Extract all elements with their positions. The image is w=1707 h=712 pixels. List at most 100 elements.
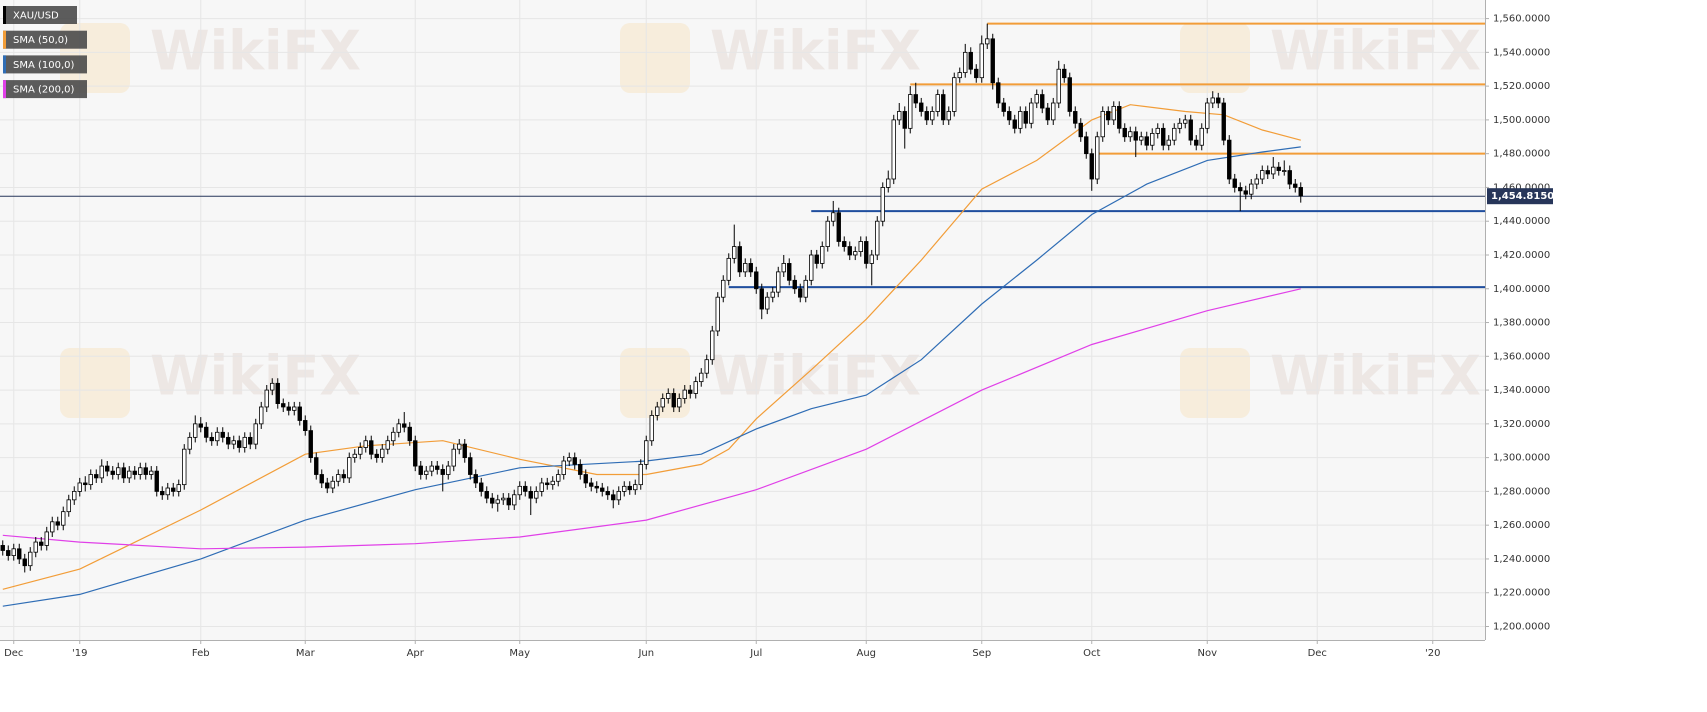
y-tick-label: 1,300.0000	[1493, 453, 1550, 464]
y-tick-label: 1,220.0000	[1493, 588, 1550, 599]
legend-box	[3, 6, 77, 24]
candle-body	[1282, 170, 1287, 172]
candle-body	[1051, 102, 1056, 121]
candle-body	[61, 511, 66, 526]
candle-body	[644, 440, 649, 465]
candle-body	[358, 447, 363, 455]
candle-body	[858, 241, 863, 253]
candle-body	[72, 490, 77, 501]
candle-body	[715, 296, 720, 332]
candle-body	[1155, 127, 1160, 134]
candle-body	[968, 51, 973, 70]
candle-body	[638, 463, 643, 486]
candle-body	[1243, 190, 1248, 195]
candle-body	[204, 426, 209, 438]
candle-body	[94, 474, 99, 479]
candle-body	[1084, 136, 1089, 155]
candle-body	[374, 453, 379, 459]
candle-body	[336, 474, 341, 482]
candle-body	[754, 271, 759, 290]
candle-body	[138, 467, 143, 475]
watermark-logo	[60, 348, 130, 418]
candle-body	[303, 420, 308, 432]
candle-body	[363, 440, 368, 448]
candle-body	[369, 440, 374, 455]
candle-body	[677, 398, 682, 408]
candle-body	[1183, 119, 1188, 124]
candle-body	[1062, 68, 1067, 79]
candle-body	[33, 541, 38, 553]
candle-body	[226, 436, 231, 445]
y-tick-label: 1,400.0000	[1493, 284, 1550, 295]
candle-body	[391, 431, 396, 442]
candle-body	[39, 541, 44, 546]
legend-swatch	[3, 30, 6, 49]
candle-body	[6, 550, 11, 556]
candle-body	[1238, 187, 1243, 192]
candle-body	[891, 119, 896, 180]
candle-body	[1177, 122, 1182, 129]
x-tick-label: Aug	[856, 648, 876, 659]
candle-body	[649, 415, 654, 442]
candle-body	[88, 474, 93, 486]
candle-body	[578, 463, 583, 475]
candle-body	[567, 457, 572, 462]
legend-box	[3, 55, 87, 74]
candle-body	[1034, 94, 1039, 104]
candle-body	[913, 94, 918, 104]
candle-body	[11, 548, 16, 556]
candle-body	[187, 436, 192, 450]
candle-body	[1271, 166, 1276, 175]
candle-body	[930, 111, 935, 121]
candle-body	[1144, 136, 1149, 146]
candle-body	[512, 494, 517, 506]
y-tick-label: 1,340.0000	[1493, 385, 1550, 396]
candle-body	[875, 220, 880, 256]
candle-body	[325, 482, 330, 489]
candle-body	[193, 423, 198, 438]
watermark: WikiFX	[150, 20, 361, 83]
last-price-label: 1,454.81500	[1491, 191, 1561, 202]
candle-body	[1100, 111, 1105, 138]
candle-body	[1216, 97, 1221, 104]
candle-body	[165, 487, 170, 496]
y-tick-label: 1,260.0000	[1493, 520, 1550, 531]
candle-body	[1260, 170, 1265, 180]
candle-body	[231, 440, 236, 445]
candle-body	[842, 241, 847, 247]
y-tick-label: 1,480.0000	[1493, 149, 1550, 160]
candle-body	[880, 187, 885, 222]
candle-body	[402, 423, 407, 428]
x-tick-label: '20	[1425, 648, 1440, 659]
candle-body	[787, 263, 792, 281]
candle-body	[154, 470, 159, 492]
y-tick-label: 1,520.0000	[1493, 81, 1550, 92]
candle-body	[743, 263, 748, 273]
candle-body	[814, 254, 819, 264]
candle-body	[413, 440, 418, 467]
candle-body	[759, 288, 764, 310]
candle-body	[198, 423, 203, 428]
candle-body	[770, 291, 775, 298]
candle-body	[380, 448, 385, 459]
candle-body	[440, 469, 445, 475]
y-tick-label: 1,420.0000	[1493, 250, 1550, 261]
candle-body	[242, 436, 247, 448]
candle-body	[319, 474, 324, 484]
y-tick-label: 1,200.0000	[1493, 621, 1550, 632]
candle-body	[792, 279, 797, 290]
candle-body	[1012, 119, 1017, 129]
candle-body	[1133, 131, 1138, 141]
y-tick-label: 1,540.0000	[1493, 47, 1550, 58]
candle-body	[1023, 111, 1028, 124]
y-tick-label: 1,320.0000	[1493, 419, 1550, 430]
candle-body	[1298, 187, 1303, 197]
candle-body	[765, 296, 770, 310]
candle-body	[330, 480, 335, 489]
candle-body	[721, 279, 726, 298]
candle-body	[352, 453, 357, 459]
candle-body	[699, 372, 704, 383]
candle-body	[732, 246, 737, 259]
candle-body	[314, 457, 319, 475]
